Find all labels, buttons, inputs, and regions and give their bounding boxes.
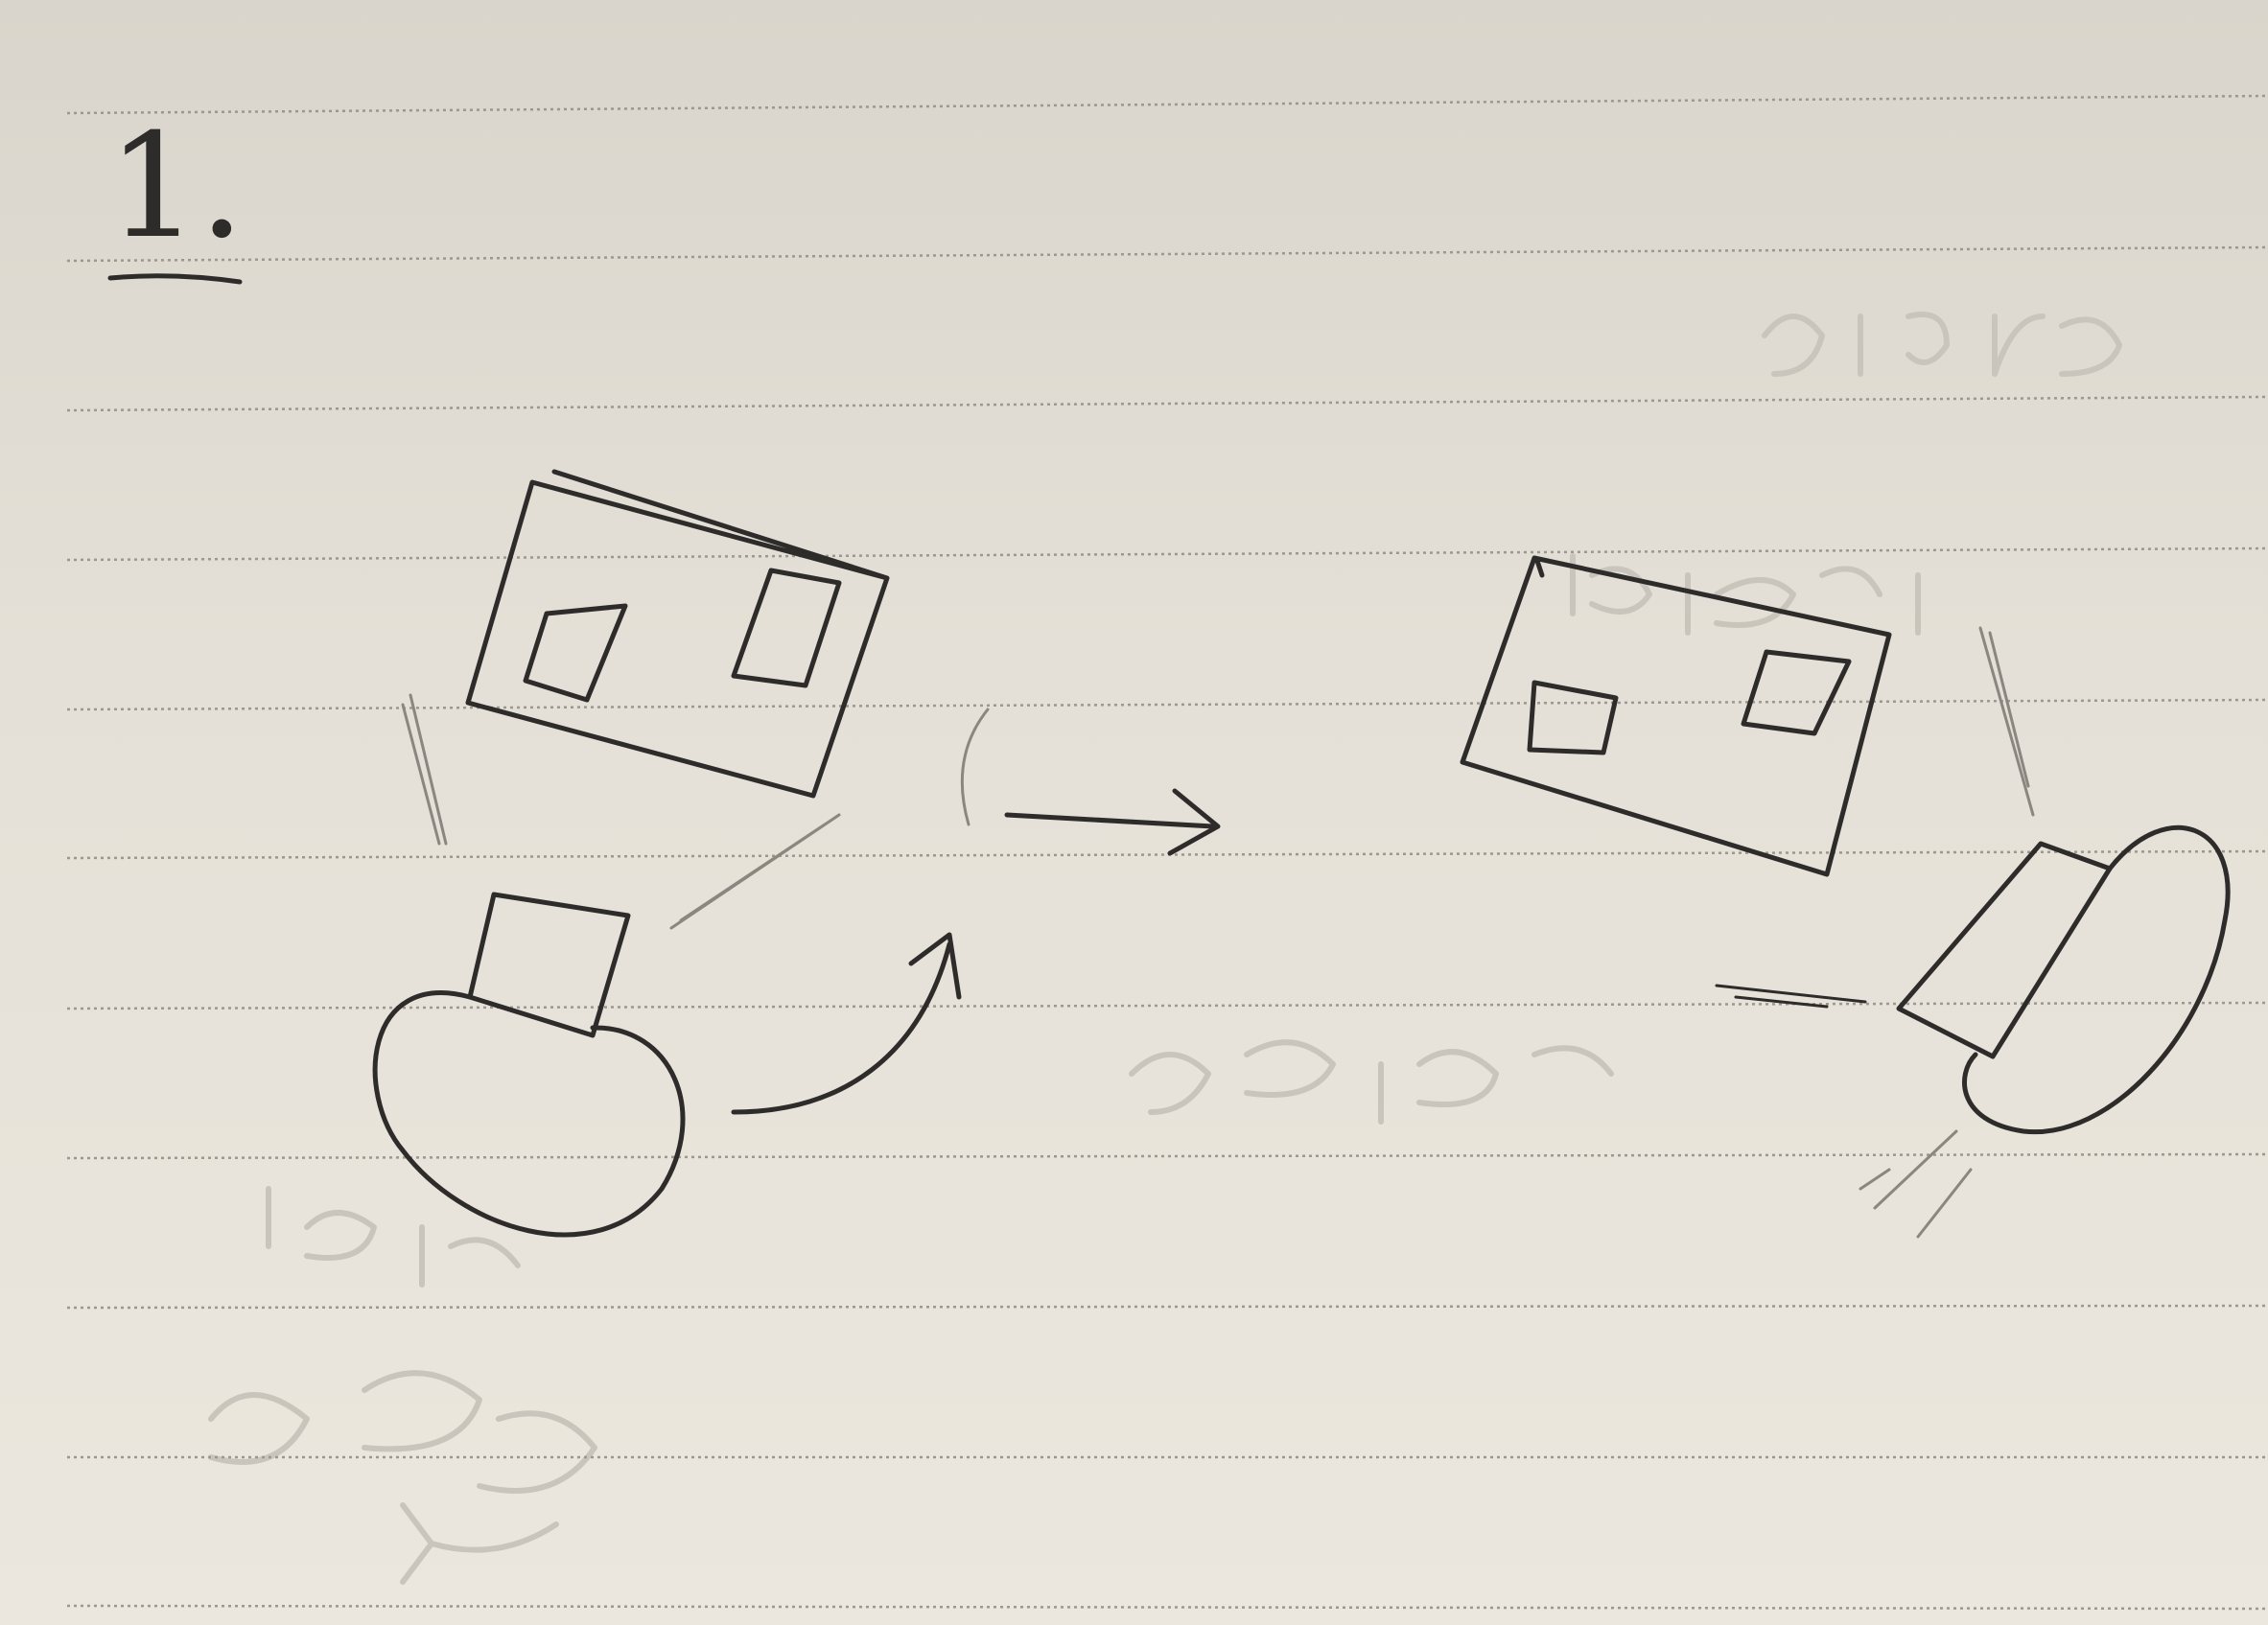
before-window-right [731,568,842,688]
after-sight-line-top [1978,626,2035,817]
after-sight-line-bottom [1859,1129,1973,1239]
page-number-underline [107,273,243,285]
page-number: 1. [107,104,246,270]
bleed-through-handwriting [208,312,2122,1585]
before-person-head [467,892,631,1038]
before-sight-line-left [401,693,448,846]
after-person-body [1962,825,2231,1135]
before-person-body [372,990,686,1238]
before-screen [465,469,890,799]
before-window-left [523,603,628,703]
before-person [372,693,841,1238]
after-person [1715,626,2231,1239]
before-sight-line-right [669,813,841,930]
after-screen [1460,555,1892,877]
after-person-head [1896,841,2113,1059]
after-window-right [1741,649,1852,736]
rotation-arrow [731,932,962,1115]
after-sight-line-left [1715,984,1867,1009]
after-window-left [1527,680,1619,755]
transition-arrow [960,708,1221,856]
